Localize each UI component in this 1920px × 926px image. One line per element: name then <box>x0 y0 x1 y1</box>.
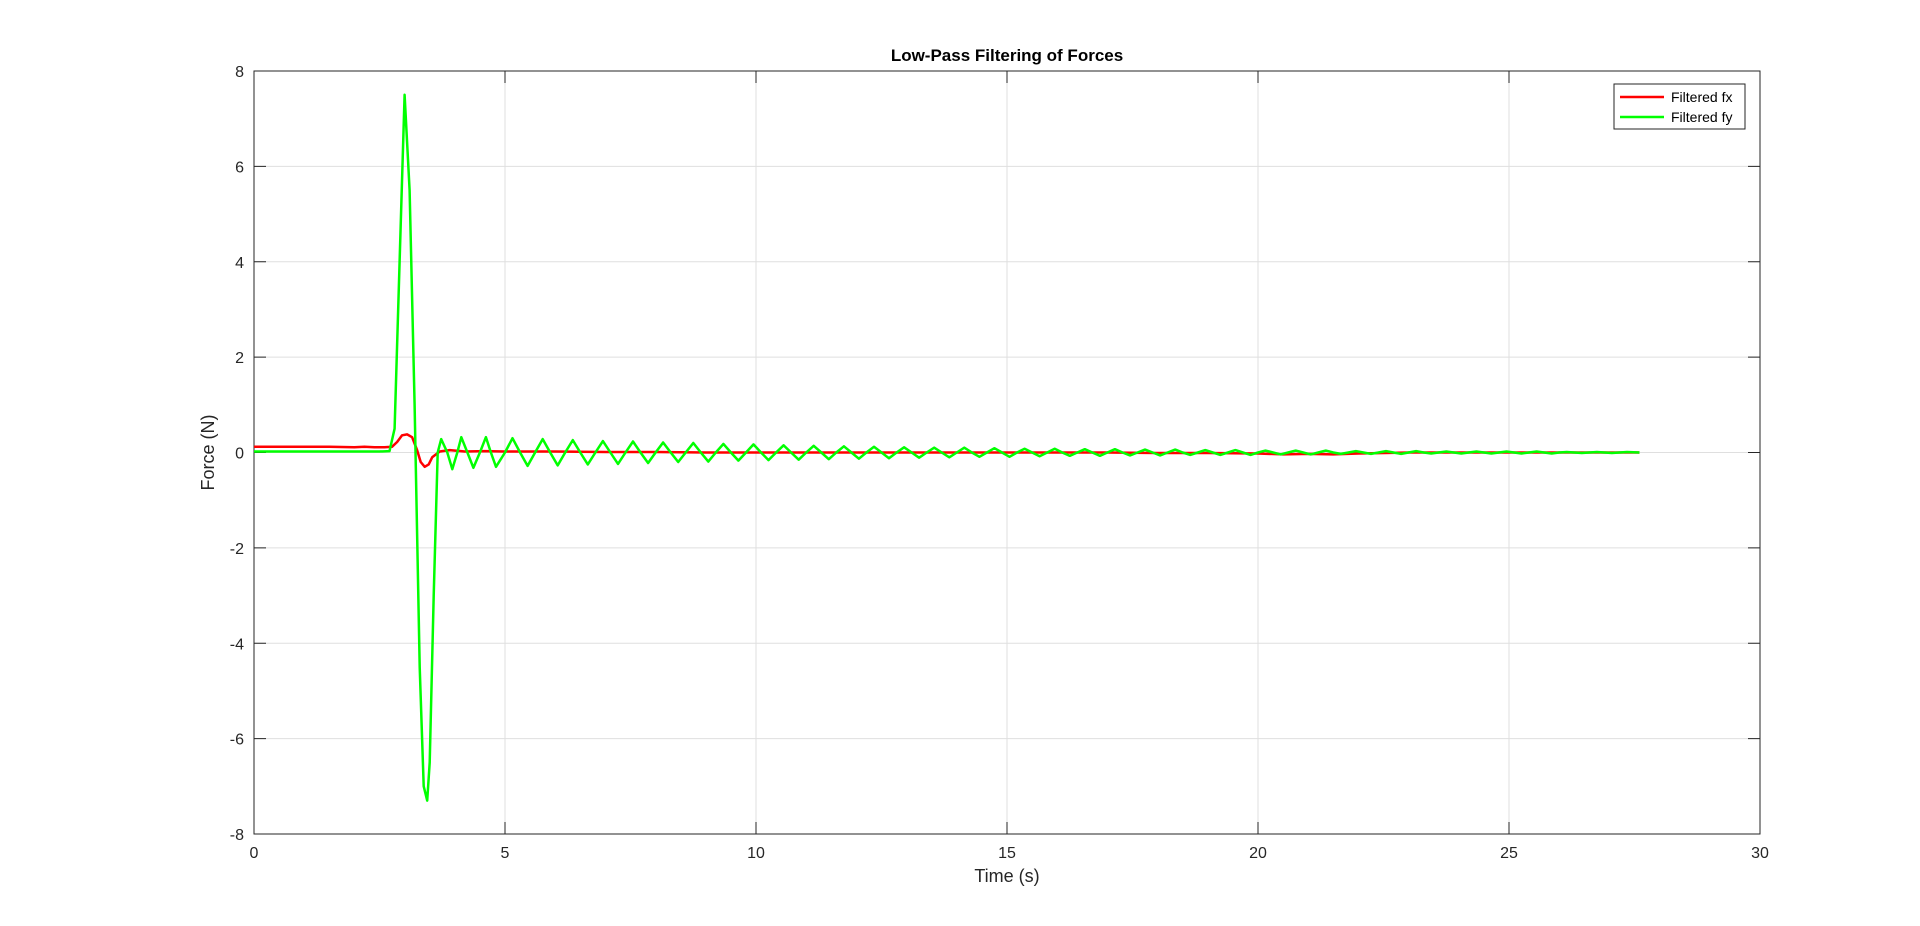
x-tick-label: 10 <box>747 845 765 862</box>
chart-title: Low-Pass Filtering of Forces <box>891 46 1123 65</box>
legend-box <box>1613 83 1746 130</box>
y-axis-title: Force (N) <box>198 415 218 491</box>
series-lines <box>254 93 1640 802</box>
legend-label-filtered-fx: Filtered fx <box>1671 89 1732 105</box>
y-tick-label: -8 <box>230 827 244 844</box>
x-tick-label: 25 <box>1500 845 1518 862</box>
axis-ticks: 0 5 10 15 20 25 30 -8 -6 -4 -2 0 2 4 6 8 <box>230 64 1769 862</box>
y-tick-label: -4 <box>230 636 244 653</box>
x-tick-label: 30 <box>1751 845 1769 862</box>
y-tick-label: -2 <box>230 541 244 558</box>
series-line-filtered-fy <box>254 93 1640 802</box>
y-tick-label: 6 <box>235 159 244 176</box>
x-tick-label: 5 <box>501 845 510 862</box>
y-tick-label: 4 <box>235 255 244 272</box>
y-tick-label: -6 <box>230 732 244 749</box>
x-tick-label: 0 <box>250 845 259 862</box>
legend-label-filtered-fy: Filtered fy <box>1671 109 1732 125</box>
y-tick-label: 8 <box>235 64 244 81</box>
x-axis-title: Time (s) <box>974 866 1039 886</box>
y-tick-label: 2 <box>235 350 244 367</box>
y-tick-label: 0 <box>235 446 244 463</box>
legend: Filtered fx Filtered fy <box>1613 83 1746 130</box>
x-tick-label: 20 <box>1249 845 1267 862</box>
x-tick-label: 15 <box>998 845 1016 862</box>
